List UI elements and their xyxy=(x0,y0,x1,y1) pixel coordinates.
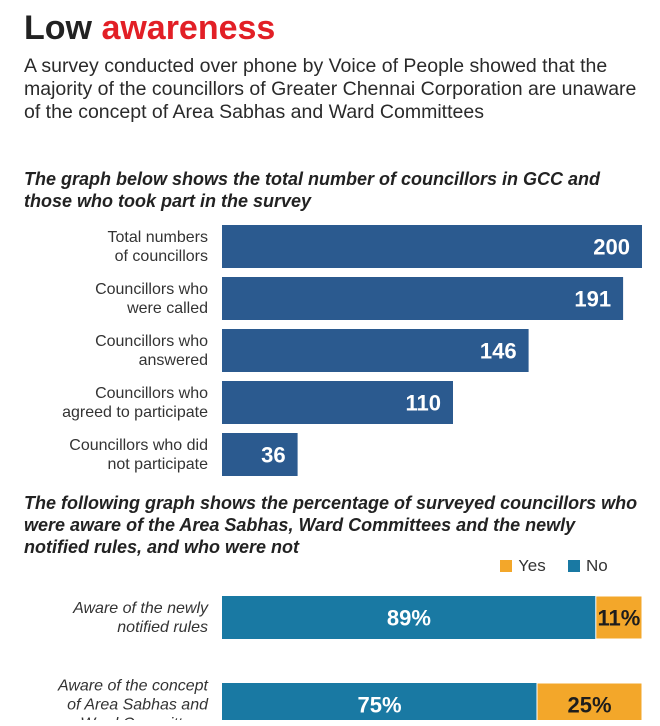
legend-label-yes: Yes xyxy=(518,560,546,575)
bar-value-2: 191 xyxy=(574,287,611,312)
segment-no-2 xyxy=(222,683,537,720)
stacked-category-label-2-line-2: of Area Sabhas and xyxy=(67,697,209,714)
councillors-bar-chart: 200 Total numbers of councillors 191 Council… xyxy=(62,225,642,476)
segment-no-1 xyxy=(222,596,596,639)
intro-text: A survey conducted over phone by Voice o… xyxy=(24,55,637,123)
bar-category-label-1-line-2: of councillors xyxy=(115,248,208,265)
awareness-stacked-chart: Yes No 89% 11% Aware of the newly notified ru… xyxy=(57,560,643,721)
bar-4 xyxy=(222,381,453,424)
bar-category-label-1-line-1: Total numbers xyxy=(108,229,209,246)
bar-category-label-4-line-1: Councillors who xyxy=(95,385,208,402)
bar-5 xyxy=(222,433,298,476)
bar-2 xyxy=(222,277,624,320)
bar-category-label-3-line-2: answered xyxy=(139,352,208,369)
bar-category-label-3-line-1: Councillors who xyxy=(95,333,208,350)
bar-category-label-2-line-1: Councillors who xyxy=(95,281,208,298)
legend-swatch-no xyxy=(568,560,580,572)
stacked-category-label-1-line-2: notified rules xyxy=(117,619,208,636)
bar-category-label-4: Councillors who agreed to participate xyxy=(62,385,208,421)
segment-yes-1 xyxy=(595,595,643,640)
segment-yes-2 xyxy=(536,682,643,720)
bar-category-label-2: Councillors who were called xyxy=(95,281,208,317)
stacked-category-label-1: Aware of the newly notified rules xyxy=(72,600,209,636)
bar-category-label-5-line-2: not participate xyxy=(107,456,208,473)
bar-value-1: 200 xyxy=(593,235,630,260)
segment-value-yes-2: 25% xyxy=(567,693,611,718)
bar-category-label-4-line-2: agreed to participate xyxy=(62,404,208,421)
chart1-title: The graph below shows the total number o… xyxy=(24,169,601,211)
bar-category-label-1: Total numbers of councillors xyxy=(108,229,209,265)
bar-category-label-5: Councillors who did not participate xyxy=(69,437,208,473)
stacked-category-label-2-line-1: Aware of the concept xyxy=(57,678,209,695)
stacked-category-label-1-line-1: Aware of the newly xyxy=(72,600,209,617)
bar-category-label-3: Councillors who answered xyxy=(95,333,208,369)
bar-1 xyxy=(222,225,642,268)
legend-swatch-yes xyxy=(500,560,512,572)
bar-value-5: 36 xyxy=(261,443,285,468)
bar-value-3: 146 xyxy=(480,339,517,364)
segment-value-yes-1: 11% xyxy=(597,606,640,631)
stacked-category-label-2: Aware of the concept of Area Sabhas and Wa… xyxy=(57,678,209,721)
legend-label-no: No xyxy=(586,560,608,575)
headline-part-1: Low xyxy=(24,9,102,47)
segment-value-no-2: 75% xyxy=(357,693,401,718)
stacked-category-label-2-line-3: Ward Committees xyxy=(80,716,208,721)
headline-part-2: awareness xyxy=(101,9,276,47)
bar-3 xyxy=(222,329,529,372)
headline: Low awareness xyxy=(24,8,275,48)
bar-category-label-5-line-1: Councillors who did xyxy=(69,437,208,454)
bar-value-4: 110 xyxy=(406,391,442,416)
bar-category-label-2-line-2: were called xyxy=(126,300,208,317)
chart2-title: The following graph shows the percentage… xyxy=(24,493,638,557)
segment-value-no-1: 89% xyxy=(387,606,431,631)
